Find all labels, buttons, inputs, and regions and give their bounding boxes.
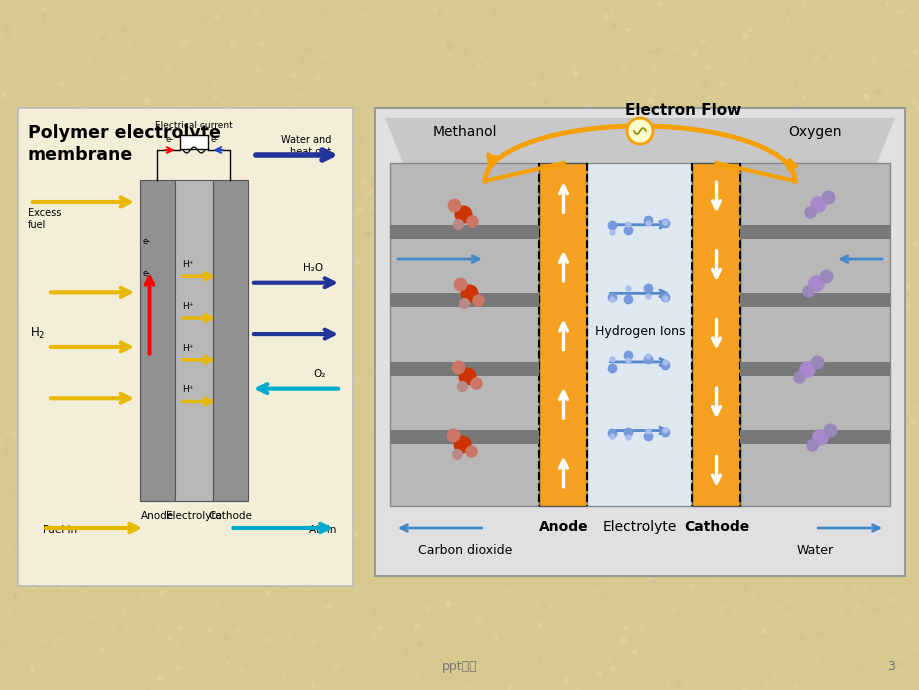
Text: Anode: Anode (539, 520, 587, 534)
Text: H⁺: H⁺ (182, 344, 193, 353)
Bar (390, 431, 539, 444)
Text: Hydrogen Ions: Hydrogen Ions (594, 324, 685, 337)
Text: Electrolyte: Electrolyte (602, 520, 676, 534)
Bar (539, 163, 587, 506)
Text: H₂O: H₂O (302, 263, 323, 273)
Text: Excess
fuel: Excess fuel (28, 208, 62, 230)
Text: Electrical current: Electrical current (155, 121, 233, 130)
Text: Methanol: Methanol (432, 125, 496, 139)
Text: e-: e- (210, 135, 219, 144)
Text: Cathode: Cathode (209, 511, 252, 521)
Text: e-: e- (165, 135, 174, 144)
Bar (740, 362, 889, 376)
Text: Oxygen: Oxygen (788, 125, 841, 139)
Bar (740, 293, 889, 307)
Text: Water: Water (796, 544, 833, 557)
Text: Carbon dioxide: Carbon dioxide (417, 544, 511, 557)
Bar (692, 163, 740, 506)
Text: H$_2$: H$_2$ (30, 326, 45, 341)
Text: Polymer electrolyte: Polymer electrolyte (28, 124, 221, 142)
Text: Electron Flow: Electron Flow (624, 103, 741, 118)
Text: 3: 3 (886, 660, 894, 673)
Text: Electrolyte: Electrolyte (166, 511, 221, 521)
Bar (213, 180, 248, 501)
Bar (175, 180, 213, 501)
Text: ppt课件: ppt课件 (442, 660, 477, 673)
Text: e-: e- (142, 269, 151, 278)
Text: Water and
heat out: Water and heat out (280, 135, 331, 157)
Bar (390, 225, 539, 239)
Text: H⁺: H⁺ (182, 386, 193, 395)
Text: e-: e- (142, 237, 151, 246)
Text: Air in: Air in (308, 525, 335, 535)
Bar (375, 108, 904, 576)
Bar (740, 225, 889, 239)
Bar (18, 108, 353, 586)
Text: H⁺: H⁺ (182, 302, 193, 311)
Bar (180, 135, 208, 149)
Bar (587, 163, 692, 506)
Text: H⁺: H⁺ (182, 260, 193, 269)
Bar (140, 180, 175, 501)
Text: Fuel in: Fuel in (43, 525, 77, 535)
Bar (390, 362, 539, 376)
Text: Anode: Anode (141, 511, 174, 521)
Bar (740, 163, 889, 506)
Polygon shape (384, 118, 894, 319)
Bar (390, 293, 539, 307)
Text: O₂: O₂ (312, 368, 325, 379)
Bar (390, 163, 539, 506)
Text: membrane: membrane (28, 146, 133, 164)
Circle shape (627, 118, 652, 144)
Bar (740, 431, 889, 444)
Text: Cathode: Cathode (683, 520, 748, 534)
